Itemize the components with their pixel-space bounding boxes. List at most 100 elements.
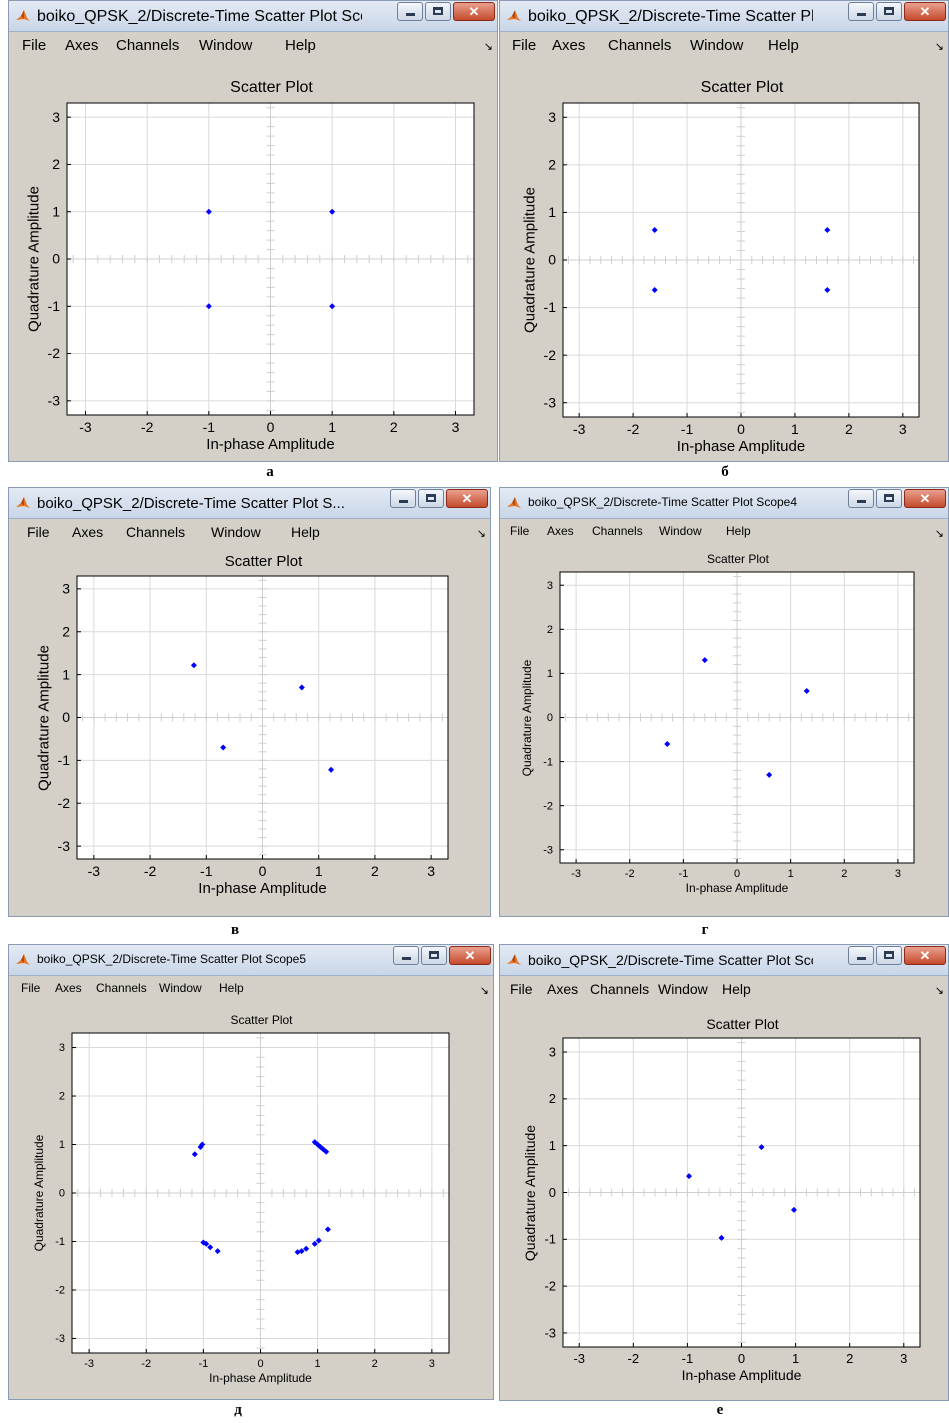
menu-item-file[interactable]: File xyxy=(510,981,533,997)
x-tick-label: -1 xyxy=(678,868,688,880)
menu-item-axes[interactable]: Axes xyxy=(55,981,82,995)
dock-arrow-icon[interactable]: ↘ xyxy=(483,41,493,53)
maximize-button[interactable] xyxy=(425,2,451,21)
menu-item-file[interactable]: File xyxy=(21,981,41,995)
title-bar[interactable]: boiko_QPSK_2/Discrete-Time Scatter Plot … xyxy=(500,1,948,32)
x-tick-label: -1 xyxy=(682,1351,694,1366)
menu-item-channels[interactable]: Channels xyxy=(590,981,650,997)
plot-title: Scatter Plot xyxy=(706,1016,779,1032)
menu-item-help[interactable]: Help xyxy=(219,981,244,995)
menu-item-channels[interactable]: Channels xyxy=(116,37,180,54)
maximize-button[interactable] xyxy=(876,489,902,508)
plot-title: Scatter Plot xyxy=(230,79,313,96)
data-point xyxy=(803,688,810,695)
matlab-icon xyxy=(15,8,31,24)
x-tick-label: 1 xyxy=(792,1351,799,1366)
menu-item-window[interactable]: Window xyxy=(690,37,744,54)
x-axis-label: In-phase Amplitude xyxy=(206,436,335,453)
matlab-icon xyxy=(15,495,31,511)
dock-arrow-icon[interactable]: ↘ xyxy=(934,41,944,53)
y-tick-label: 1 xyxy=(548,204,556,220)
close-icon: ✕ xyxy=(919,948,931,963)
title-bar[interactable]: boiko_QPSK_2/Discrete-Time Scatter Plot … xyxy=(9,1,497,32)
scatter-axes: -3 -2 -1 0 1 2 3 -3 -2 -1 0 1 2 3 xyxy=(55,1032,450,1370)
y-tick-label: -2 xyxy=(48,345,61,361)
data-point xyxy=(758,1144,765,1151)
menu-item-axes[interactable]: Axes xyxy=(552,37,586,54)
y-axis-label: Quadrature Amplitude xyxy=(522,1124,538,1261)
menu-item-window[interactable]: Window xyxy=(659,524,702,538)
minimize-icon xyxy=(857,957,866,960)
maximize-button[interactable] xyxy=(421,946,447,965)
minimize-button[interactable] xyxy=(848,946,874,965)
scatter-axes: -3 -2 -1 0 1 2 3 -3 -2 -1 0 1 2 3 xyxy=(544,1037,921,1366)
x-tick-label: 0 xyxy=(738,1351,745,1366)
dock-arrow-icon[interactable]: ↘ xyxy=(479,985,489,997)
title-bar[interactable]: boiko_QPSK_2/Discrete-Time Scatter Plot … xyxy=(9,488,490,519)
menu-item-channels[interactable]: Channels xyxy=(608,37,672,54)
x-axis-label: In-phase Amplitude xyxy=(209,1371,312,1385)
minimize-button[interactable] xyxy=(393,946,419,965)
menu-item-window[interactable]: Window xyxy=(658,981,708,997)
title-bar[interactable]: boiko_QPSK_2/Discrete-Time Scatter Plot … xyxy=(500,488,948,519)
menu-item-axes[interactable]: Axes xyxy=(547,524,574,538)
matlab-icon xyxy=(506,952,522,968)
maximize-button[interactable] xyxy=(418,489,444,508)
menu-item-axes[interactable]: Axes xyxy=(72,524,104,540)
maximize-button[interactable] xyxy=(876,946,902,965)
x-tick-label: 3 xyxy=(900,1351,907,1366)
menu-item-file[interactable]: File xyxy=(27,524,50,540)
x-tick-label: 2 xyxy=(372,1358,378,1370)
window-controls: ✕ xyxy=(846,489,946,511)
menu-item-channels[interactable]: Channels xyxy=(592,524,643,538)
minimize-button[interactable] xyxy=(397,2,423,21)
y-tick-label: -2 xyxy=(55,1285,65,1297)
x-tick-label: 3 xyxy=(452,419,460,435)
menu-item-window[interactable]: Window xyxy=(211,524,261,540)
menu-item-channels[interactable]: Channels xyxy=(126,524,186,540)
menu-item-help[interactable]: Help xyxy=(722,981,751,997)
menu-item-help[interactable]: Help xyxy=(285,37,316,54)
menu-item-help[interactable]: Help xyxy=(768,37,799,54)
close-button[interactable]: ✕ xyxy=(904,946,946,965)
menu-item-axes[interactable]: Axes xyxy=(65,37,99,54)
data-point xyxy=(323,1148,330,1155)
y-axis-label: Quadrature Amplitude xyxy=(521,187,539,333)
data-point xyxy=(651,286,658,293)
menu-item-help[interactable]: Help xyxy=(726,524,751,538)
menu-item-file[interactable]: File xyxy=(22,37,47,54)
x-tick-label: -3 xyxy=(571,868,581,880)
dock-arrow-icon[interactable]: ↘ xyxy=(934,528,944,540)
dock-arrow-icon[interactable]: ↘ xyxy=(476,528,486,540)
minimize-button[interactable] xyxy=(848,2,874,21)
title-bar[interactable]: boiko_QPSK_2/Discrete-Time Scatter Plot … xyxy=(500,945,948,976)
y-tick-label: 2 xyxy=(59,1091,65,1103)
menu-item-window[interactable]: Window xyxy=(199,37,253,54)
menu-item-axes[interactable]: Axes xyxy=(547,981,579,997)
title-bar[interactable]: boiko_QPSK_2/Discrete-Time Scatter Plot … xyxy=(9,945,493,976)
y-tick-label: -3 xyxy=(543,844,553,856)
x-tick-label: 3 xyxy=(899,421,907,437)
close-button[interactable]: ✕ xyxy=(904,489,946,508)
minimize-button[interactable] xyxy=(390,489,416,508)
data-point xyxy=(328,766,335,773)
maximize-button[interactable] xyxy=(876,2,902,21)
menu-item-file[interactable]: File xyxy=(510,524,530,538)
x-tick-label: -1 xyxy=(681,421,694,437)
maximize-icon xyxy=(884,494,894,502)
x-tick-label: 0 xyxy=(267,419,275,435)
dock-arrow-icon[interactable]: ↘ xyxy=(934,985,944,997)
menu-item-file[interactable]: File xyxy=(512,37,537,54)
menu-item-window[interactable]: Window xyxy=(159,981,202,995)
menu-item-channels[interactable]: Channels xyxy=(96,981,147,995)
close-button[interactable]: ✕ xyxy=(904,2,946,21)
data-point xyxy=(200,1239,207,1246)
close-button[interactable]: ✕ xyxy=(453,2,495,21)
menu-item-help[interactable]: Help xyxy=(291,524,320,540)
close-button[interactable]: ✕ xyxy=(446,489,488,508)
close-button[interactable]: ✕ xyxy=(449,946,491,965)
scatter-axes: -3 -2 -1 0 1 2 3 -3 -2 -1 0 1 2 3 xyxy=(543,571,915,880)
x-tick-label: -2 xyxy=(141,1358,151,1370)
window-title: boiko_QPSK_2/Discrete-Time Scatter Plot … xyxy=(37,495,345,512)
minimize-button[interactable] xyxy=(848,489,874,508)
